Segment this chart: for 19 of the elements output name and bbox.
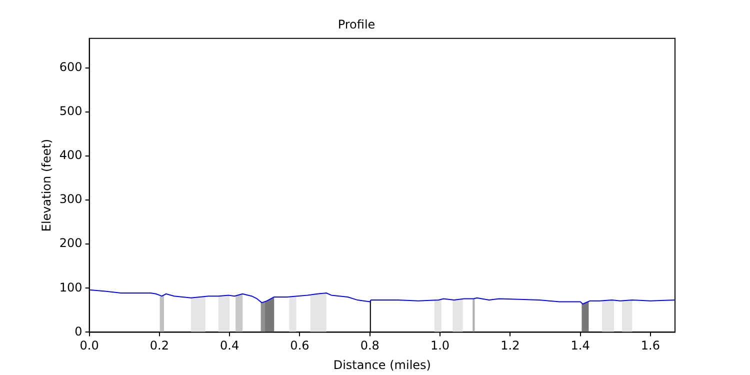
- y-tick-label: 100: [59, 280, 82, 294]
- chart-title: Profile: [338, 17, 376, 32]
- x-tick-label: 0.2: [150, 338, 169, 353]
- x-tick-label: 0.8: [360, 338, 380, 353]
- y-tick-label: 200: [59, 236, 82, 250]
- x-axis-title: Distance (miles): [333, 358, 431, 372]
- x-tick-label: 1.0: [430, 338, 450, 353]
- x-tick-label: 1.4: [570, 338, 590, 353]
- x-tick-label: 0.4: [220, 338, 240, 353]
- x-tick-label: 0.0: [80, 338, 99, 353]
- y-tick-label: 500: [59, 104, 82, 118]
- x-tick-label: 0.6: [290, 338, 310, 353]
- x-tick-label: 1.2: [500, 338, 520, 353]
- y-tick-label: 300: [59, 192, 82, 206]
- y-axis-title: Elevation (feet): [39, 138, 54, 232]
- y-tick-label: 600: [59, 60, 82, 74]
- y-tick-label: 0: [74, 324, 82, 338]
- y-tick-label: 400: [59, 148, 82, 162]
- x-tick-label: 1.6: [640, 338, 660, 353]
